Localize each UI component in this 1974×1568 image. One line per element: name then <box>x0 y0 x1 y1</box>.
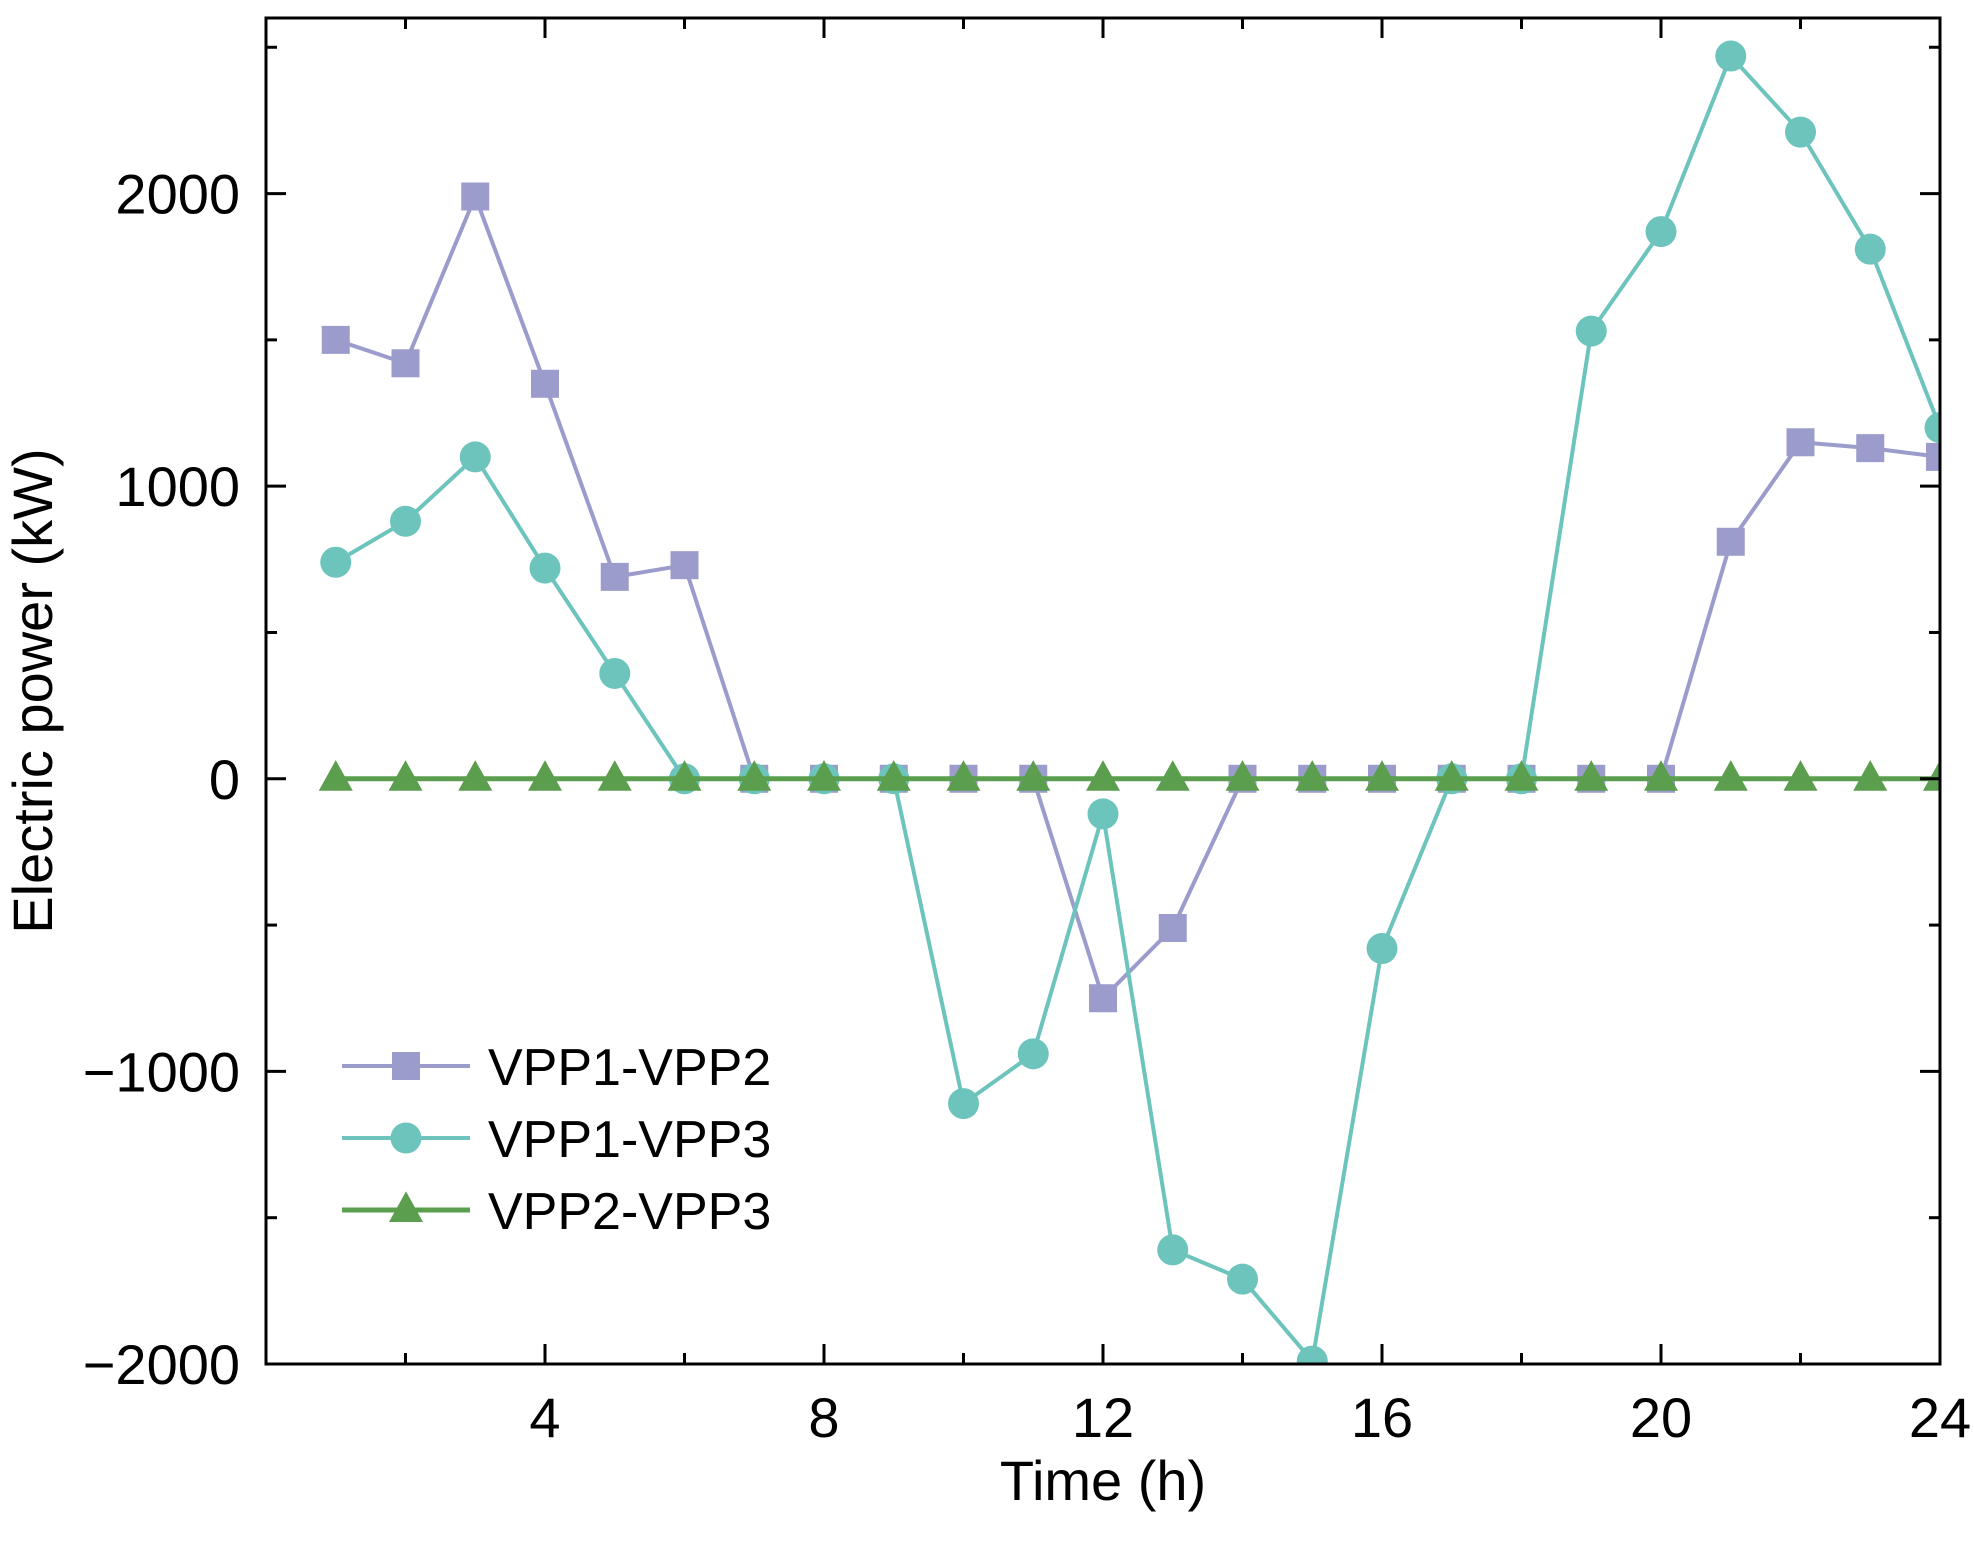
data-point-VPP1-VPP3 <box>1575 315 1607 347</box>
data-point-VPP2-VPP3 <box>1434 760 1469 791</box>
data-point-VPP2-VPP3 <box>458 760 493 791</box>
data-point-VPP2-VPP3 <box>946 760 981 791</box>
data-point-VPP1-VPP3 <box>1366 932 1398 964</box>
x-tick-label: 24 <box>1909 1386 1971 1449</box>
series-line-VPP1-VPP3 <box>334 54 1940 1364</box>
series-VPP2-VPP3 <box>318 760 1940 791</box>
data-point-VPP1-VPP3 <box>1645 216 1677 248</box>
legend-label: VPP2-VPP3 <box>488 1183 771 1241</box>
data-point-VPP1-VPP2 <box>461 182 490 211</box>
legend-item: VPP1-VPP2 <box>342 1039 771 1097</box>
data-point-VPP1-VPP2 <box>670 551 699 580</box>
data-point-VPP1-VPP3 <box>1854 233 1886 265</box>
legend-item: VPP1-VPP3 <box>342 1111 771 1169</box>
x-tick-label: 4 <box>529 1386 560 1449</box>
legend: VPP1-VPP2 VPP1-VPP3 VPP2-VPP3 <box>342 1039 771 1241</box>
data-point-VPP1-VPP3 <box>1785 116 1816 148</box>
data-point-VPP1-VPP3 <box>1017 1038 1049 1070</box>
y-tick-label: 2000 <box>115 163 240 226</box>
y-tick-label: −1000 <box>83 1040 240 1103</box>
x-tick-label: 8 <box>808 1386 839 1449</box>
data-point-VPP1-VPP2 <box>1856 434 1885 463</box>
y-tick-label: 1000 <box>115 455 240 518</box>
data-point-VPP1-VPP3 <box>599 657 631 689</box>
data-point-VPP2-VPP3 <box>388 760 423 791</box>
data-point-VPP2-VPP3 <box>1086 760 1120 791</box>
x-axis-title: Time (h) <box>1000 1449 1206 1512</box>
data-point-VPP1-VPP2 <box>1786 428 1815 457</box>
data-point-VPP2-VPP3 <box>1713 760 1748 791</box>
legend-marker-square <box>392 1052 420 1080</box>
x-tick-label: 12 <box>1072 1386 1134 1449</box>
data-point-VPP2-VPP3 <box>1644 760 1678 791</box>
data-point-VPP2-VPP3 <box>1295 760 1330 791</box>
y-tick-label: −2000 <box>83 1333 240 1396</box>
data-point-VPP1-VPP3 <box>1924 412 1940 444</box>
data-point-VPP2-VPP3 <box>876 760 911 791</box>
data-point-VPP2-VPP3 <box>1365 760 1399 791</box>
data-point-VPP2-VPP3 <box>1016 760 1051 791</box>
data-point-VPP2-VPP3 <box>1853 760 1888 791</box>
data-point-VPP1-VPP2 <box>1716 527 1745 556</box>
legend-label: VPP1-VPP3 <box>488 1111 771 1169</box>
data-point-VPP2-VPP3 <box>1225 760 1260 791</box>
axes-layer: 4 8 12 16 20 24 −2000 −1000 0 1000 2000 <box>83 18 1971 1449</box>
legend-marker-triangle <box>389 1191 423 1222</box>
y-tick-label: 0 <box>209 748 240 811</box>
data-point-VPP1-VPP3 <box>1296 1345 1328 1364</box>
data-point-VPP1-VPP2 <box>1089 984 1117 1013</box>
data-point-VPP1-VPP2 <box>321 325 350 354</box>
data-point-VPP2-VPP3 <box>807 760 841 791</box>
legend-item: VPP2-VPP3 <box>342 1183 771 1241</box>
data-point-VPP1-VPP3 <box>1227 1263 1258 1295</box>
legend-marker-circle <box>390 1122 422 1154</box>
x-tick-label: 16 <box>1351 1386 1413 1449</box>
y-axis-title: Electric power (kW) <box>1 448 64 933</box>
data-point-VPP2-VPP3 <box>1504 760 1539 791</box>
x-tick-label: 20 <box>1630 1386 1692 1449</box>
data-point-VPP2-VPP3 <box>528 760 562 791</box>
data-point-VPP1-VPP2 <box>1158 914 1187 943</box>
legend-label: VPP1-VPP2 <box>488 1039 771 1097</box>
data-point-VPP2-VPP3 <box>597 760 632 791</box>
data-point-VPP2-VPP3 <box>318 760 353 791</box>
data-point-VPP2-VPP3 <box>1923 760 1940 791</box>
series-line-VPP1-VPP2 <box>335 194 1940 1001</box>
data-point-VPP2-VPP3 <box>1155 760 1190 791</box>
data-point-VPP1-VPP3 <box>529 552 561 584</box>
data-point-VPP1-VPP3 <box>1087 798 1119 830</box>
data-point-VPP1-VPP3 <box>948 1088 979 1120</box>
data-point-VPP2-VPP3 <box>1574 760 1609 791</box>
data-point-VPP1-VPP3 <box>1715 40 1747 72</box>
data-point-VPP1-VPP3 <box>390 505 421 537</box>
data-point-VPP1-VPP3 <box>459 441 491 473</box>
data-point-VPP1-VPP2 <box>600 562 629 591</box>
data-point-VPP1-VPP2 <box>391 349 420 378</box>
data-point-VPP2-VPP3 <box>667 760 702 791</box>
data-point-VPP2-VPP3 <box>1783 760 1818 791</box>
data-point-VPP1-VPP3 <box>320 546 352 578</box>
series-layer <box>318 40 1940 1364</box>
data-point-VPP1-VPP2 <box>531 369 559 398</box>
data-point-VPP1-VPP2 <box>1926 442 1940 471</box>
data-point-VPP2-VPP3 <box>737 760 772 791</box>
data-point-VPP1-VPP3 <box>1157 1234 1189 1266</box>
